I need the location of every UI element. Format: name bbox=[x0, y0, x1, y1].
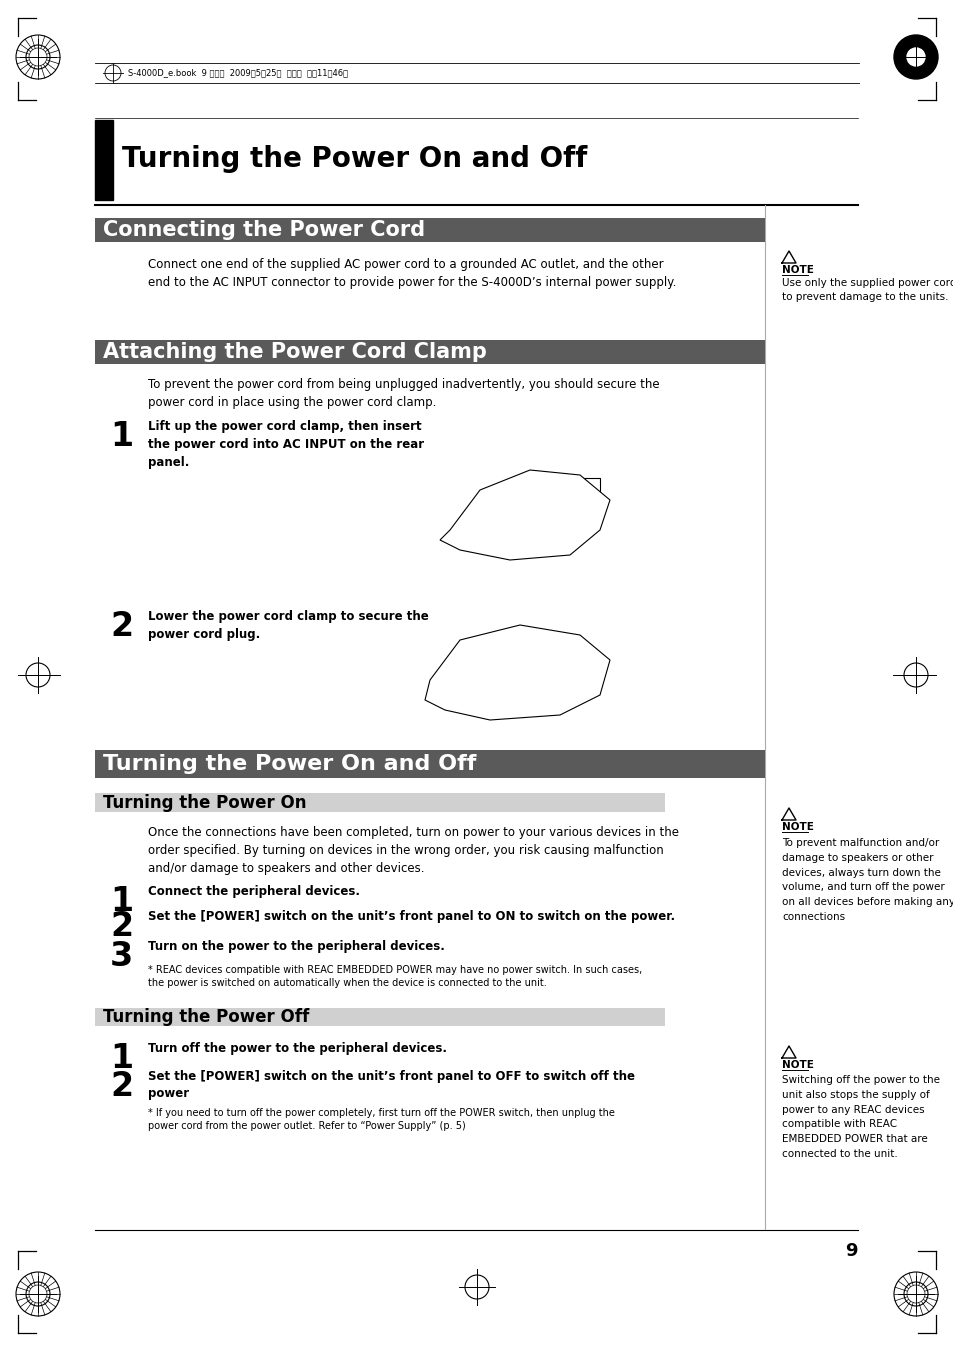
Bar bbox=[95, 218, 764, 242]
Text: 1: 1 bbox=[110, 885, 133, 917]
Circle shape bbox=[906, 49, 924, 66]
Bar bbox=[95, 340, 764, 363]
Text: Connect the peripheral devices.: Connect the peripheral devices. bbox=[148, 885, 359, 898]
Text: NOTE: NOTE bbox=[781, 821, 813, 832]
Text: To prevent malfunction and/or
damage to speakers or other
devices, always turn d: To prevent malfunction and/or damage to … bbox=[781, 838, 953, 921]
Text: Switching off the power to the
unit also stops the supply of
power to any REAC d: Switching off the power to the unit also… bbox=[781, 1075, 939, 1159]
Bar bbox=[95, 750, 764, 778]
Text: Turning the Power On and Off: Turning the Power On and Off bbox=[122, 145, 587, 173]
Circle shape bbox=[893, 1273, 937, 1316]
Circle shape bbox=[906, 1285, 924, 1302]
Circle shape bbox=[29, 1285, 47, 1302]
Bar bbox=[95, 120, 112, 200]
Circle shape bbox=[29, 49, 47, 66]
Circle shape bbox=[16, 35, 60, 78]
Text: Lower the power cord clamp to secure the
power cord plug.: Lower the power cord clamp to secure the… bbox=[148, 611, 428, 640]
Text: S-4000D_e.book  9 ページ  2009年5月25日  月曜日  午前11時46分: S-4000D_e.book 9 ページ 2009年5月25日 月曜日 午前11… bbox=[128, 69, 348, 77]
Text: 2: 2 bbox=[110, 911, 133, 943]
Text: Set the [POWER] switch on the unit’s front panel to OFF to switch off the
power: Set the [POWER] switch on the unit’s fro… bbox=[148, 1070, 635, 1100]
Text: Connecting the Power Cord: Connecting the Power Cord bbox=[103, 220, 425, 240]
Text: Turning the Power On and Off: Turning the Power On and Off bbox=[103, 754, 476, 774]
Text: 2: 2 bbox=[110, 1070, 133, 1102]
Circle shape bbox=[893, 35, 937, 78]
Text: Turn off the power to the peripheral devices.: Turn off the power to the peripheral dev… bbox=[148, 1042, 447, 1055]
Text: Turning the Power Off: Turning the Power Off bbox=[103, 1008, 309, 1025]
Text: Set the [POWER] switch on the unit’s front panel to ON to switch on the power.: Set the [POWER] switch on the unit’s fro… bbox=[148, 911, 675, 923]
Text: Once the connections have been completed, turn on power to your various devices : Once the connections have been completed… bbox=[148, 825, 679, 875]
Text: 2: 2 bbox=[110, 611, 133, 643]
Text: * REAC devices compatible with REAC EMBEDDED POWER may have no power switch. In : * REAC devices compatible with REAC EMBE… bbox=[148, 965, 641, 988]
Text: Connect one end of the supplied AC power cord to a grounded AC outlet, and the o: Connect one end of the supplied AC power… bbox=[148, 258, 676, 289]
Text: Lift up the power cord clamp, then insert
the power cord into AC INPUT on the re: Lift up the power cord clamp, then inser… bbox=[148, 420, 424, 469]
Text: NOTE: NOTE bbox=[781, 1061, 813, 1070]
Text: * If you need to turn off the power completely, first turn off the POWER switch,: * If you need to turn off the power comp… bbox=[148, 1108, 615, 1131]
Polygon shape bbox=[424, 626, 609, 720]
Text: 1: 1 bbox=[110, 420, 133, 453]
Text: Use only the supplied power cord
to prevent damage to the units.: Use only the supplied power cord to prev… bbox=[781, 278, 953, 303]
Polygon shape bbox=[439, 470, 609, 561]
Text: 9: 9 bbox=[844, 1242, 857, 1260]
Bar bbox=[95, 793, 664, 812]
Text: Attaching the Power Cord Clamp: Attaching the Power Cord Clamp bbox=[103, 342, 486, 362]
Text: 1: 1 bbox=[110, 1042, 133, 1075]
Text: Turn on the power to the peripheral devices.: Turn on the power to the peripheral devi… bbox=[148, 940, 444, 952]
Bar bbox=[95, 1008, 664, 1025]
Text: 3: 3 bbox=[110, 940, 133, 973]
Text: Turning the Power On: Turning the Power On bbox=[103, 793, 306, 812]
Bar bbox=[95, 63, 858, 82]
Text: To prevent the power cord from being unplugged inadvertently, you should secure : To prevent the power cord from being unp… bbox=[148, 378, 659, 409]
Text: NOTE: NOTE bbox=[781, 265, 813, 276]
Bar bbox=[569, 478, 599, 508]
Circle shape bbox=[16, 1273, 60, 1316]
